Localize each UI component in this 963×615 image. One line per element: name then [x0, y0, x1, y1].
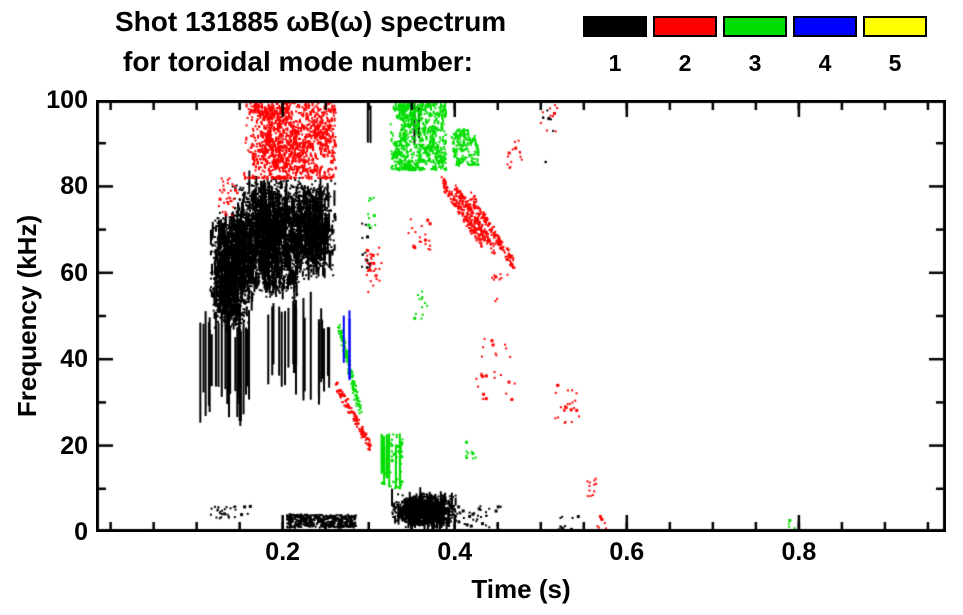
legend-label-mode-5: 5 [888, 50, 902, 76]
spectrogram-plot-canvas [96, 100, 946, 532]
y-tick-40: 40 [60, 345, 88, 374]
x-tick-0.6: 0.6 [609, 538, 645, 566]
chart-title: Shot 131885 ωB(ω) spectrum [115, 6, 507, 37]
legend-label-mode-1: 1 [608, 50, 622, 76]
legend-swatch-mode-3 [723, 16, 787, 37]
y-tick-60: 60 [60, 258, 88, 287]
legend-label-mode-4: 4 [818, 50, 832, 76]
y-tick-20: 20 [60, 431, 88, 460]
legend-swatch-mode-5 [863, 16, 927, 37]
legend-mode-numbers: 1 2 3 4 5 [583, 50, 927, 77]
legend-swatch-mode-1 [583, 16, 647, 37]
chart-subtitle: for toroidal mode number: [123, 46, 473, 77]
x-tick-0.8: 0.8 [781, 538, 817, 566]
legend-label-mode-3: 3 [748, 50, 762, 76]
x-tick-0.2: 0.2 [265, 538, 301, 566]
legend-swatches [583, 16, 927, 37]
legend-label-mode-2: 2 [678, 50, 692, 76]
y-tick-100: 100 [46, 86, 88, 114]
legend-swatch-mode-2 [653, 16, 717, 37]
y-axis-label: Frequency (kHz) [12, 214, 42, 418]
x-axis-label: Time (s) [471, 574, 571, 604]
x-tick-0.4: 0.4 [437, 538, 473, 566]
y-tick-80: 80 [60, 172, 88, 201]
y-tick-0: 0 [74, 518, 88, 546]
legend-swatch-mode-4 [793, 16, 857, 37]
